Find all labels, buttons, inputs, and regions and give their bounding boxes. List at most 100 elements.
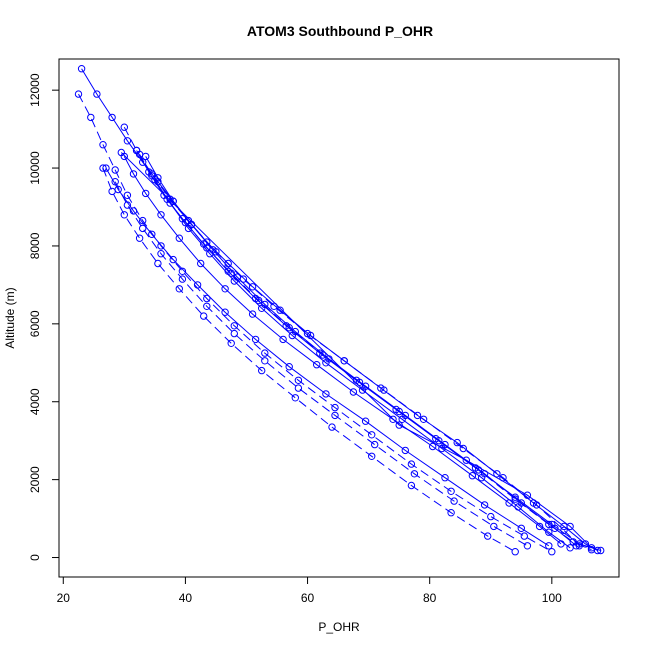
data-point [129,207,138,215]
data-point [276,306,284,314]
profile-series [102,164,553,550]
data-point [221,308,229,316]
data-point [349,388,358,396]
y-tick-label: 2000 [28,466,42,493]
data-point [471,464,480,472]
data-point [340,357,348,365]
data-point [447,487,455,495]
data-point [361,417,370,425]
data-point [462,456,470,464]
data-point [74,90,83,98]
data-point [145,168,153,176]
data-point [233,273,242,281]
data-point [520,532,528,540]
data-point [545,542,553,550]
x-axis: 20 40 60 80 100 [57,576,562,605]
data-point [407,481,416,490]
data-point [227,339,235,347]
data-point [517,524,525,532]
data-point [108,187,116,196]
data-point [99,164,107,172]
x-axis-label: P_OHR [318,620,360,634]
profile-line [154,179,571,549]
data-point [193,281,202,289]
data-point [87,113,95,122]
data-point [419,415,428,423]
data-point [203,294,211,303]
data-point [154,259,162,268]
data-point [93,90,101,98]
data-point [169,255,177,264]
profile-series [117,148,596,552]
data-point [480,501,489,509]
data-point [459,444,467,453]
y-tick-label: 10000 [28,151,42,185]
data-point [108,113,116,122]
data-point [401,411,409,420]
data-point [303,329,312,338]
data-point [160,191,168,200]
data-point [490,522,498,531]
data-point [413,411,422,420]
plot-area [74,65,605,556]
x-tick-label: 60 [301,591,315,605]
data-point [178,215,187,223]
profile-series [74,90,556,556]
profile-line [78,93,553,553]
data-point [313,361,321,369]
data-point [523,542,532,550]
y-tick-label: 0 [28,554,42,561]
data-point [587,546,596,554]
profile-line [102,167,516,553]
data-point [545,528,553,536]
chart-title: ATOM3 Southbound P_OHR [247,23,433,39]
data-point [294,384,303,392]
y-axis: 0 2000 4000 6000 8000 10000 12000 [28,73,60,561]
data-point [587,544,596,552]
data-point [175,285,184,293]
data-point [157,250,165,258]
data-point [123,137,132,145]
data-point [294,376,303,384]
profile-series [120,152,565,548]
data-point [139,216,147,225]
data-point [392,405,400,414]
x-tick-label: 80 [423,591,437,605]
profile-series [99,164,519,556]
data-point [361,382,370,390]
data-point [111,166,119,174]
data-point [429,442,437,451]
data-point [322,390,330,398]
data-point [99,141,107,149]
data-point [120,123,129,131]
data-point [178,267,187,275]
data-point [316,349,324,357]
data-point [447,509,455,517]
data-point [178,275,187,283]
data-point [566,522,574,531]
data-point [291,327,299,336]
data-point [279,335,287,344]
data-point [517,499,525,507]
data-point [328,423,336,431]
data-point [468,472,477,480]
data-point [551,524,559,532]
data-point [123,201,132,209]
data-point [389,415,397,423]
y-axis-label: Altitude (m) [3,287,17,348]
profile-line [105,167,550,547]
data-point [221,285,229,293]
data-point [270,302,278,310]
data-point [251,335,260,344]
data-point [410,470,419,478]
data-point [291,394,299,402]
data-point [135,234,144,242]
data-point [154,174,162,182]
data-point [511,548,519,556]
data-point [169,197,177,205]
data-point [203,302,211,310]
profile-line [136,150,601,551]
data-point [200,240,208,248]
data-point [380,386,388,394]
